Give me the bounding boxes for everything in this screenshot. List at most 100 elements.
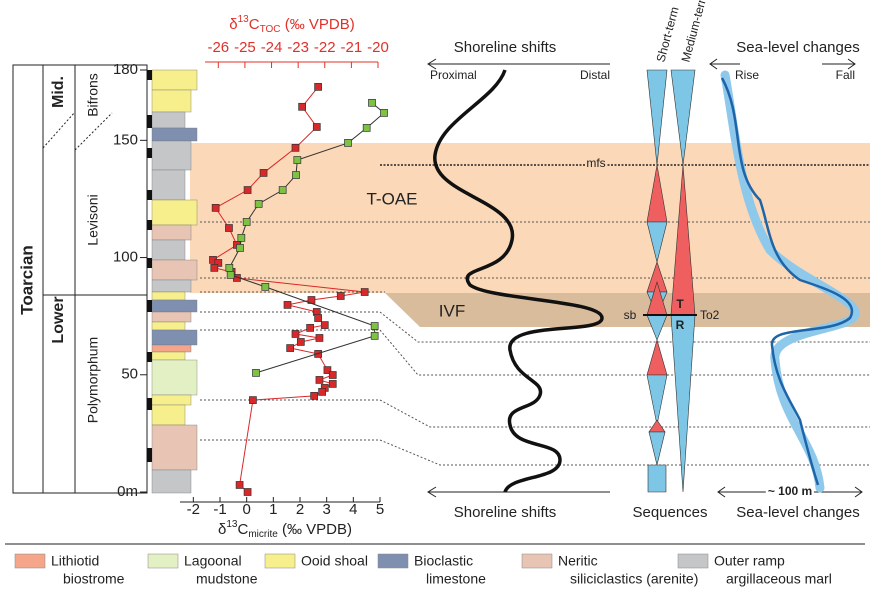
x2-tick-label: -24 (261, 39, 283, 56)
data-point (225, 225, 232, 232)
data-point (227, 271, 234, 278)
to2-label: To2 (700, 308, 720, 322)
substage-label: Mid. (50, 76, 67, 108)
lithology-bed (152, 425, 197, 470)
data-point (299, 103, 306, 110)
data-point (361, 289, 368, 296)
x2-tick-label: -25 (234, 39, 256, 56)
data-point (329, 380, 336, 387)
lithology-bed (152, 200, 197, 225)
lithology-tick (147, 70, 152, 80)
legend-swatch (265, 554, 295, 568)
data-point (321, 322, 328, 329)
lithology-bed (152, 280, 191, 292)
data-point (226, 264, 233, 271)
sequences-title: Sequences (632, 504, 707, 521)
toae-label: T-OAE (366, 189, 417, 208)
data-point (381, 109, 388, 116)
legend: LithiotidbiostromeLagoonalmudstoneOoid s… (15, 553, 832, 587)
lithology-tick (147, 448, 152, 462)
x-tick-label: 1 (269, 501, 277, 518)
data-point (316, 376, 323, 383)
x-tick-label: 4 (349, 501, 357, 518)
lithology-bed (152, 260, 197, 280)
mfs-label: mfs (586, 156, 605, 170)
x-tick-label: -2 (187, 501, 200, 518)
data-point (287, 345, 294, 352)
lithology-tick (147, 300, 152, 312)
legend-swatch (678, 554, 708, 568)
data-point (294, 157, 301, 164)
zone-label: Levisoni (85, 194, 101, 245)
data-point (293, 172, 300, 179)
lithology-tick (147, 220, 152, 230)
x-tick-label: -1 (213, 501, 226, 518)
legend-label: Lagoonal (184, 553, 242, 569)
shoreline-title: Shoreline shifts (454, 39, 557, 56)
data-point (307, 324, 314, 331)
sea-level-title: Sea-level changes (736, 504, 859, 521)
lithology-bed (152, 225, 191, 240)
lithology-bed (152, 90, 191, 112)
data-point (237, 244, 244, 251)
x2-tick-label: -22 (314, 39, 336, 56)
data-point (315, 83, 322, 90)
lithology-bed (152, 128, 197, 141)
data-point (212, 204, 219, 211)
lithology-bed (152, 170, 185, 200)
legend-swatch (378, 554, 408, 568)
lithology-bed (152, 312, 191, 322)
lithology-tick (147, 190, 152, 200)
data-point (313, 123, 320, 130)
data-point (249, 397, 256, 404)
lithology-tick (147, 115, 152, 128)
short-term-label: Short-term (653, 5, 681, 63)
stage-label: Toarcian (17, 245, 36, 315)
r-label: R (676, 318, 685, 332)
legend-swatch (522, 554, 552, 568)
x2-tick-label: -20 (367, 39, 389, 56)
lithology-bed (152, 141, 191, 170)
lithology-bed (152, 405, 185, 425)
data-point (345, 139, 352, 146)
lithology-tick (147, 398, 152, 410)
lithology-bed (152, 240, 185, 260)
y-tick-label: 50 (121, 366, 138, 383)
lithology-bed (152, 345, 191, 352)
scale-label: ~ 100 m (768, 484, 812, 498)
data-point (329, 372, 336, 379)
legend-label: biostrome (63, 571, 125, 587)
lithology-column (147, 70, 197, 493)
data-point (279, 187, 286, 194)
x-tick-label: 0 (242, 501, 250, 518)
data-point (255, 200, 262, 207)
data-point (363, 124, 370, 131)
shoreline-title: Shoreline shifts (454, 504, 557, 521)
lithology-tick (147, 148, 152, 158)
y-tick-label: 0m (117, 483, 138, 500)
data-point (337, 293, 344, 300)
ivf-label: IVF (439, 301, 465, 320)
x2-tick-label: -26 (207, 39, 229, 56)
lithology-bed (152, 322, 185, 330)
legend-label: mudstone (196, 571, 258, 587)
data-point (319, 388, 326, 395)
x-tick-label: 2 (296, 501, 304, 518)
x-tick-label: 5 (376, 501, 384, 518)
y-tick-label: 150 (113, 131, 138, 148)
data-point (371, 323, 378, 330)
data-point (311, 392, 318, 399)
legend-label: siliciclastics (arenite) (570, 571, 698, 587)
data-point (243, 218, 250, 225)
data-point (292, 330, 299, 337)
legend-label: Ooid shoal (301, 553, 368, 569)
data-point (371, 332, 378, 339)
sea-level-title: Sea-level changes (736, 39, 859, 56)
data-point (369, 99, 376, 106)
x-tick-label: 3 (322, 501, 330, 518)
legend-swatch (15, 554, 45, 568)
x2-tick-label: -23 (287, 39, 309, 56)
fall-label: Fall (836, 68, 855, 82)
lithology-bed (152, 112, 185, 128)
substage-label: Lower (50, 296, 67, 343)
